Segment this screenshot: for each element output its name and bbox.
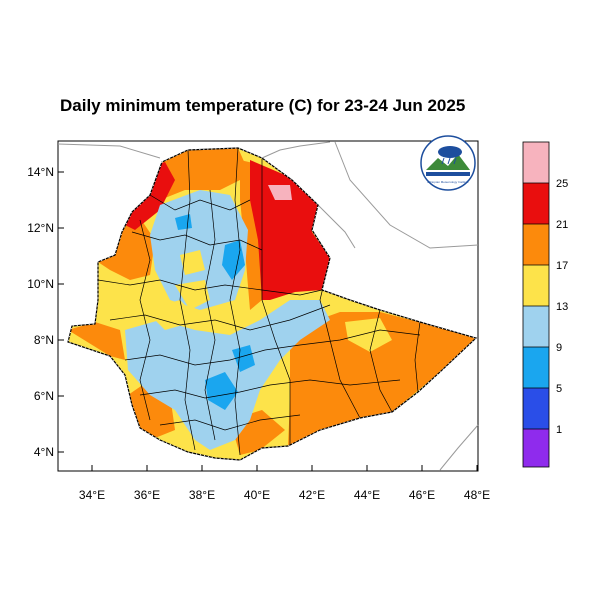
colorbar-bin — [523, 306, 549, 347]
lon-axis: 34°E 36°E 38°E 40°E 42°E 44°E 46°E 48°E — [79, 465, 490, 502]
colorbar-label: 13 — [556, 301, 568, 313]
lon-tick-label: 44°E — [354, 488, 380, 502]
colorbar-bin — [523, 142, 549, 183]
colorbar-label: 9 — [556, 342, 562, 354]
lat-axis: 14°N 12°N 10°N 8°N 6°N 4°N — [27, 165, 64, 459]
lon-tick-label: 40°E — [244, 488, 270, 502]
colorbar-label: 25 — [556, 178, 568, 190]
lon-tick-label: 36°E — [134, 488, 160, 502]
lat-tick-label: 12°N — [27, 221, 54, 235]
colorbar-label: 21 — [556, 219, 568, 231]
colorbar-label: 5 — [556, 383, 562, 395]
lat-tick-label: 14°N — [27, 165, 54, 179]
lat-tick-label: 6°N — [34, 389, 54, 403]
logo-caption: Ethiopian Meteorology Institute — [427, 180, 469, 184]
map-title: Daily minimum temperature (C) for 23-24 … — [60, 96, 466, 115]
lon-tick-label: 38°E — [189, 488, 215, 502]
neighbour-borders — [57, 141, 479, 471]
colorbar-bin — [523, 224, 549, 265]
lon-tick-label: 48°E — [464, 488, 490, 502]
lat-tick-label: 8°N — [34, 333, 54, 347]
colorbar-bin — [523, 347, 549, 388]
lat-tick-label: 4°N — [34, 445, 54, 459]
colorbar-bin — [523, 388, 549, 429]
ethiopian-meteorology-institute-logo: Ethiopian Meteorology Institute — [420, 135, 476, 191]
colorbar-label: 17 — [556, 260, 568, 272]
admin-boundaries — [97, 148, 421, 456]
lon-tick-label: 34°E — [79, 488, 105, 502]
lon-tick-label: 42°E — [299, 488, 325, 502]
colorbar-label: 1 — [556, 424, 562, 436]
colorbar-bin — [523, 429, 549, 467]
lon-tick-label: 46°E — [409, 488, 435, 502]
colorbar-bin — [523, 183, 549, 224]
colorbar-bin — [523, 265, 549, 306]
colorbar: 25 21 17 13 9 5 1 — [522, 141, 568, 468]
lat-tick-label: 10°N — [27, 277, 54, 291]
